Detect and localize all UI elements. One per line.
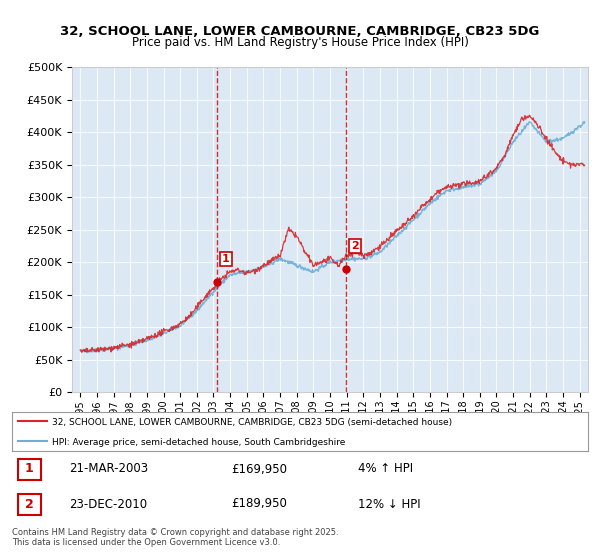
Text: 32, SCHOOL LANE, LOWER CAMBOURNE, CAMBRIDGE, CB23 5DG: 32, SCHOOL LANE, LOWER CAMBOURNE, CAMBRI… <box>61 25 539 38</box>
Text: 2: 2 <box>352 241 359 251</box>
Text: Contains HM Land Registry data © Crown copyright and database right 2025.
This d: Contains HM Land Registry data © Crown c… <box>12 528 338 547</box>
Text: £189,950: £189,950 <box>231 497 287 511</box>
Text: 1: 1 <box>222 254 230 264</box>
Text: 32, SCHOOL LANE, LOWER CAMBOURNE, CAMBRIDGE, CB23 5DG (semi-detached house): 32, SCHOOL LANE, LOWER CAMBOURNE, CAMBRI… <box>52 418 452 427</box>
Text: 21-MAR-2003: 21-MAR-2003 <box>70 463 149 475</box>
Text: 23-DEC-2010: 23-DEC-2010 <box>70 497 148 511</box>
Text: 1: 1 <box>25 463 34 475</box>
Text: HPI: Average price, semi-detached house, South Cambridgeshire: HPI: Average price, semi-detached house,… <box>52 438 346 447</box>
Text: 12% ↓ HPI: 12% ↓ HPI <box>358 497 420 511</box>
FancyBboxPatch shape <box>18 494 41 515</box>
FancyBboxPatch shape <box>18 459 41 480</box>
Text: 2: 2 <box>25 497 34 511</box>
Text: 4% ↑ HPI: 4% ↑ HPI <box>358 463 413 475</box>
Text: £169,950: £169,950 <box>231 463 287 475</box>
Text: Price paid vs. HM Land Registry's House Price Index (HPI): Price paid vs. HM Land Registry's House … <box>131 36 469 49</box>
